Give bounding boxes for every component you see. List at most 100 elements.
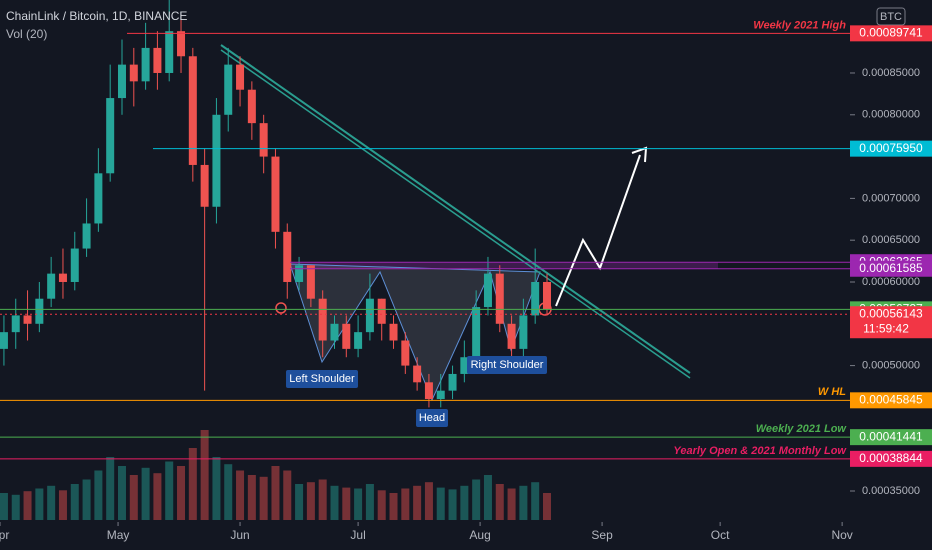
candle-body bbox=[153, 47, 162, 73]
arrow-head bbox=[631, 146, 648, 163]
candle-body bbox=[424, 382, 433, 400]
volume-bar bbox=[295, 484, 304, 520]
y-tick-label: 0.00035000 bbox=[862, 485, 920, 497]
volume-bar bbox=[342, 487, 351, 520]
volume-bar bbox=[377, 490, 386, 520]
candle-body bbox=[354, 332, 363, 349]
x-tick-label: Apr bbox=[0, 528, 9, 542]
volume-bar bbox=[177, 466, 186, 520]
volume-bar bbox=[117, 466, 126, 520]
projection-arrow bbox=[555, 154, 641, 307]
candle-body bbox=[495, 273, 504, 324]
volume-bar bbox=[283, 470, 292, 520]
candle-body bbox=[35, 298, 44, 324]
annotation-box bbox=[416, 409, 448, 427]
candle-body bbox=[94, 173, 103, 224]
volume-bar bbox=[165, 461, 174, 520]
candle-body bbox=[448, 373, 457, 391]
volume-bar bbox=[129, 475, 138, 520]
candle-body bbox=[306, 265, 315, 299]
price-badge-label: 0.00089741 bbox=[859, 26, 923, 40]
x-tick-label: May bbox=[107, 528, 130, 542]
volume-bar bbox=[259, 476, 268, 520]
marker bbox=[275, 302, 287, 314]
y-tick-label: 0.00050000 bbox=[862, 359, 920, 371]
annotation: Right Shoulder bbox=[471, 359, 544, 371]
volume-bar bbox=[11, 494, 20, 520]
volume-bar bbox=[70, 484, 79, 520]
volume-bar bbox=[413, 485, 422, 520]
volume-bar bbox=[389, 493, 398, 520]
candle-body bbox=[413, 365, 422, 383]
volume-bar bbox=[141, 467, 150, 520]
volume-bar bbox=[58, 490, 67, 520]
volume-bar bbox=[436, 487, 445, 520]
volume-bar bbox=[153, 473, 162, 520]
volume-bar bbox=[247, 475, 256, 520]
countdown: 11:59:42 bbox=[863, 321, 909, 335]
candle-body bbox=[377, 298, 386, 324]
time-axis bbox=[0, 522, 850, 550]
trendline bbox=[220, 49, 691, 379]
price-badge bbox=[850, 450, 932, 467]
annotation-box bbox=[467, 356, 547, 374]
candle-body bbox=[0, 332, 8, 349]
candle-body bbox=[389, 323, 398, 341]
y-tick-label: 0.00070000 bbox=[862, 192, 920, 204]
volume-bar bbox=[401, 488, 410, 520]
candle-body bbox=[23, 315, 32, 324]
y-tick-label: 0.00085000 bbox=[862, 67, 920, 79]
volume-bar bbox=[224, 464, 233, 520]
currency-badge bbox=[876, 7, 906, 26]
volume-bar bbox=[531, 482, 540, 520]
candle-body bbox=[365, 298, 374, 333]
y-tick-label: 0.00065000 bbox=[862, 234, 920, 246]
candle-body bbox=[141, 47, 150, 82]
volume-bar bbox=[35, 488, 44, 520]
volume-bar bbox=[542, 493, 551, 520]
candle-body bbox=[224, 64, 233, 115]
candle-body bbox=[82, 223, 91, 249]
x-tick-label: Jul bbox=[350, 528, 365, 542]
candle-body bbox=[542, 281, 551, 310]
y-tick-label: 0.00080000 bbox=[862, 109, 920, 121]
annotation-box bbox=[286, 370, 358, 388]
annotation: Head bbox=[419, 412, 445, 424]
neckline-zone bbox=[290, 262, 718, 269]
price-badge bbox=[850, 140, 932, 157]
labels: Left Shoulder Head Right Shoulder bbox=[286, 356, 547, 427]
candle-body bbox=[200, 164, 209, 207]
candle-body bbox=[295, 265, 304, 282]
volume-bar bbox=[472, 479, 481, 520]
chart-title: ChainLink / Bitcoin, 1D, BINANCE bbox=[6, 9, 187, 23]
volume-bar bbox=[47, 485, 56, 520]
volume-bar bbox=[200, 430, 209, 520]
volume-bar bbox=[354, 488, 363, 520]
candle-body bbox=[531, 281, 540, 316]
annotation: Left Shoulder bbox=[289, 373, 355, 385]
volume-bar bbox=[330, 485, 339, 520]
level-label: Weekly 2021 High bbox=[753, 19, 846, 31]
candle-body bbox=[472, 307, 481, 358]
volume-bar bbox=[460, 485, 469, 520]
volume-bar bbox=[0, 493, 8, 520]
volume-title: Vol (20) bbox=[6, 27, 47, 41]
x-tick-label: Oct bbox=[711, 528, 730, 542]
x-tick-label: Sep bbox=[591, 528, 613, 542]
volume-bar bbox=[82, 479, 91, 520]
candle-body bbox=[117, 64, 126, 99]
candle-body bbox=[271, 156, 280, 232]
price-badge bbox=[850, 392, 932, 409]
price-badge bbox=[850, 260, 932, 277]
candle-body bbox=[188, 56, 197, 165]
price-badge bbox=[850, 429, 932, 446]
currency: BTC bbox=[880, 11, 902, 23]
candle-body bbox=[129, 64, 138, 82]
volume-bar bbox=[212, 457, 221, 520]
volume-bar bbox=[236, 470, 245, 520]
candle-body bbox=[47, 273, 56, 299]
level-label: Yearly Open & 2021 Monthly Low bbox=[673, 445, 847, 457]
volume-bar bbox=[424, 482, 433, 520]
